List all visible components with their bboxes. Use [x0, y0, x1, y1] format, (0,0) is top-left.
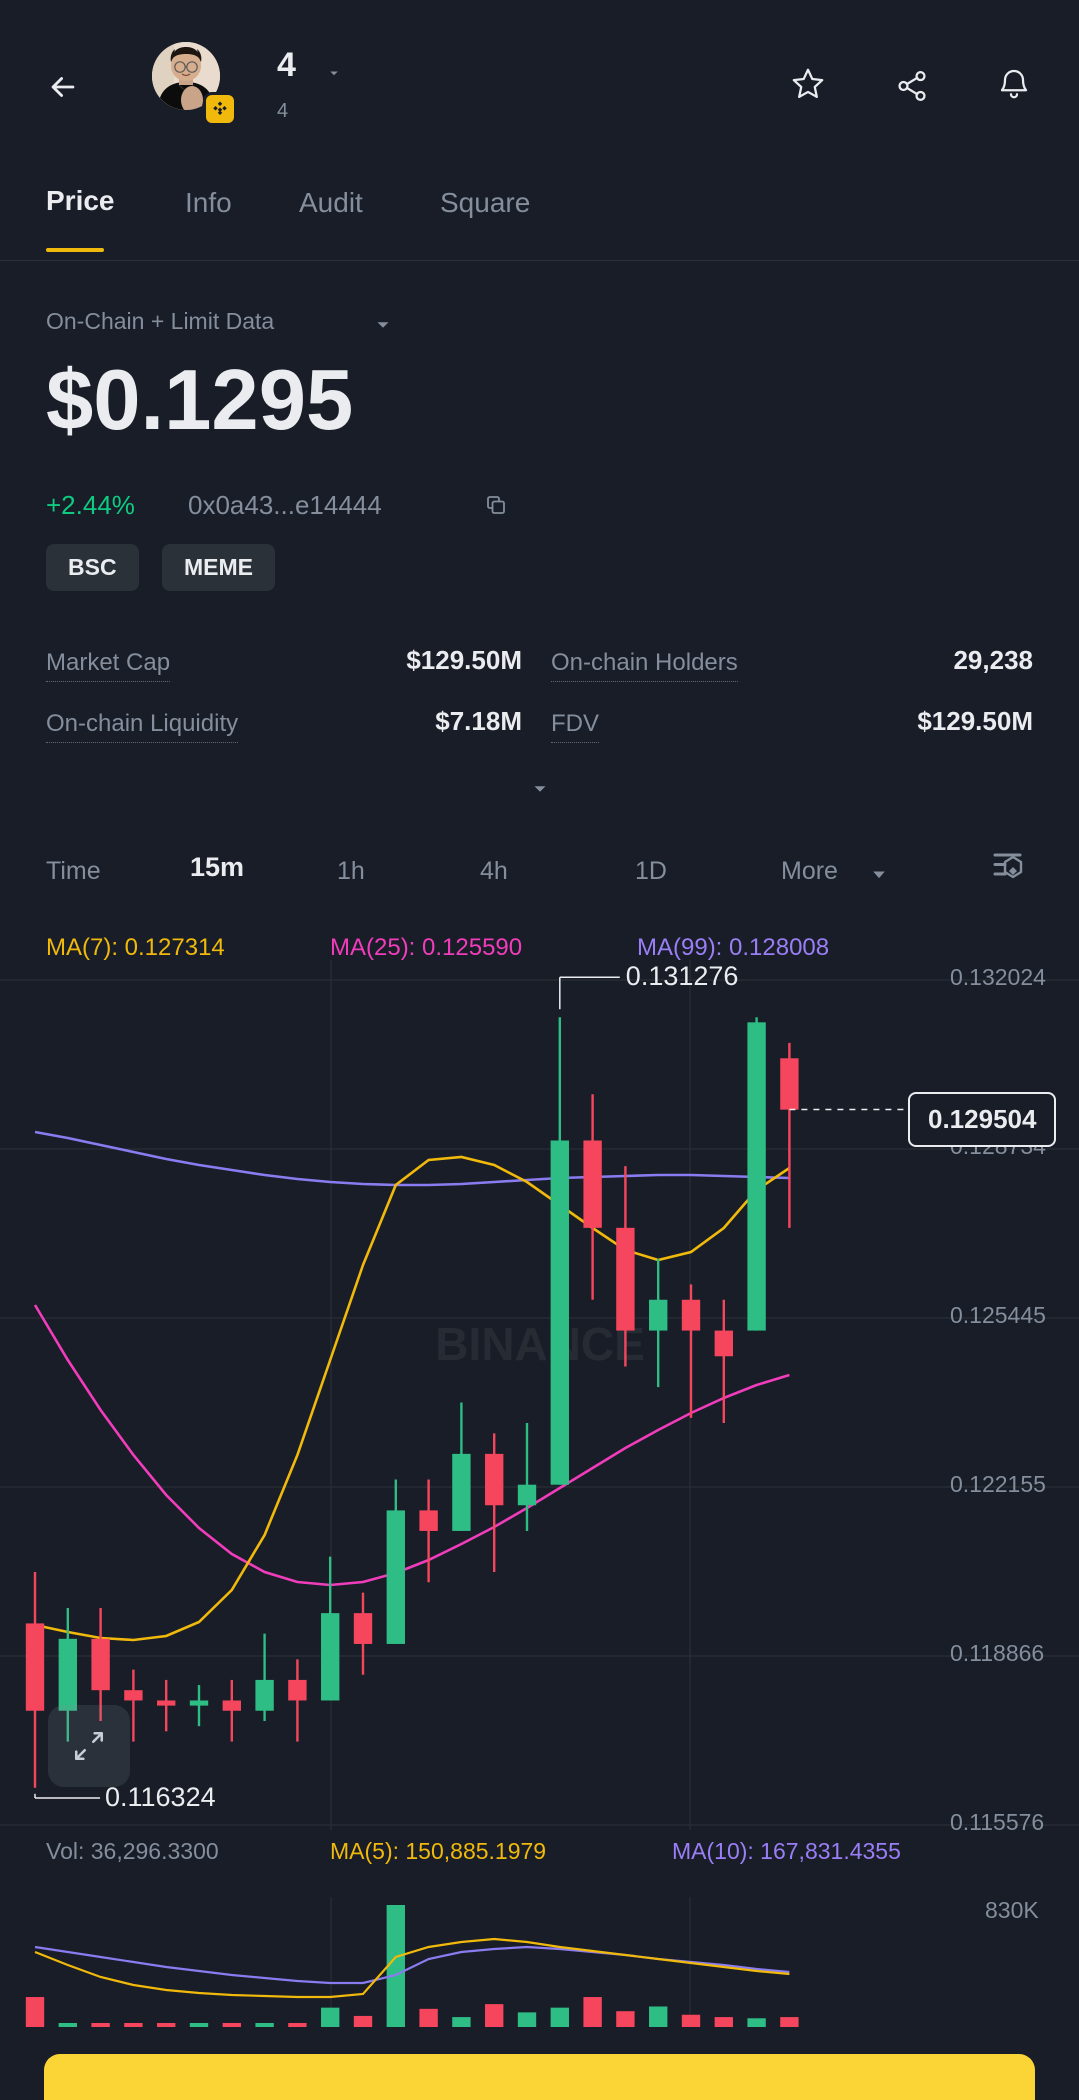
- svg-text:0.116324: 0.116324: [105, 1782, 216, 1812]
- svg-text:BINANCE: BINANCE: [435, 1318, 645, 1370]
- svg-text:0.131276: 0.131276: [626, 961, 739, 991]
